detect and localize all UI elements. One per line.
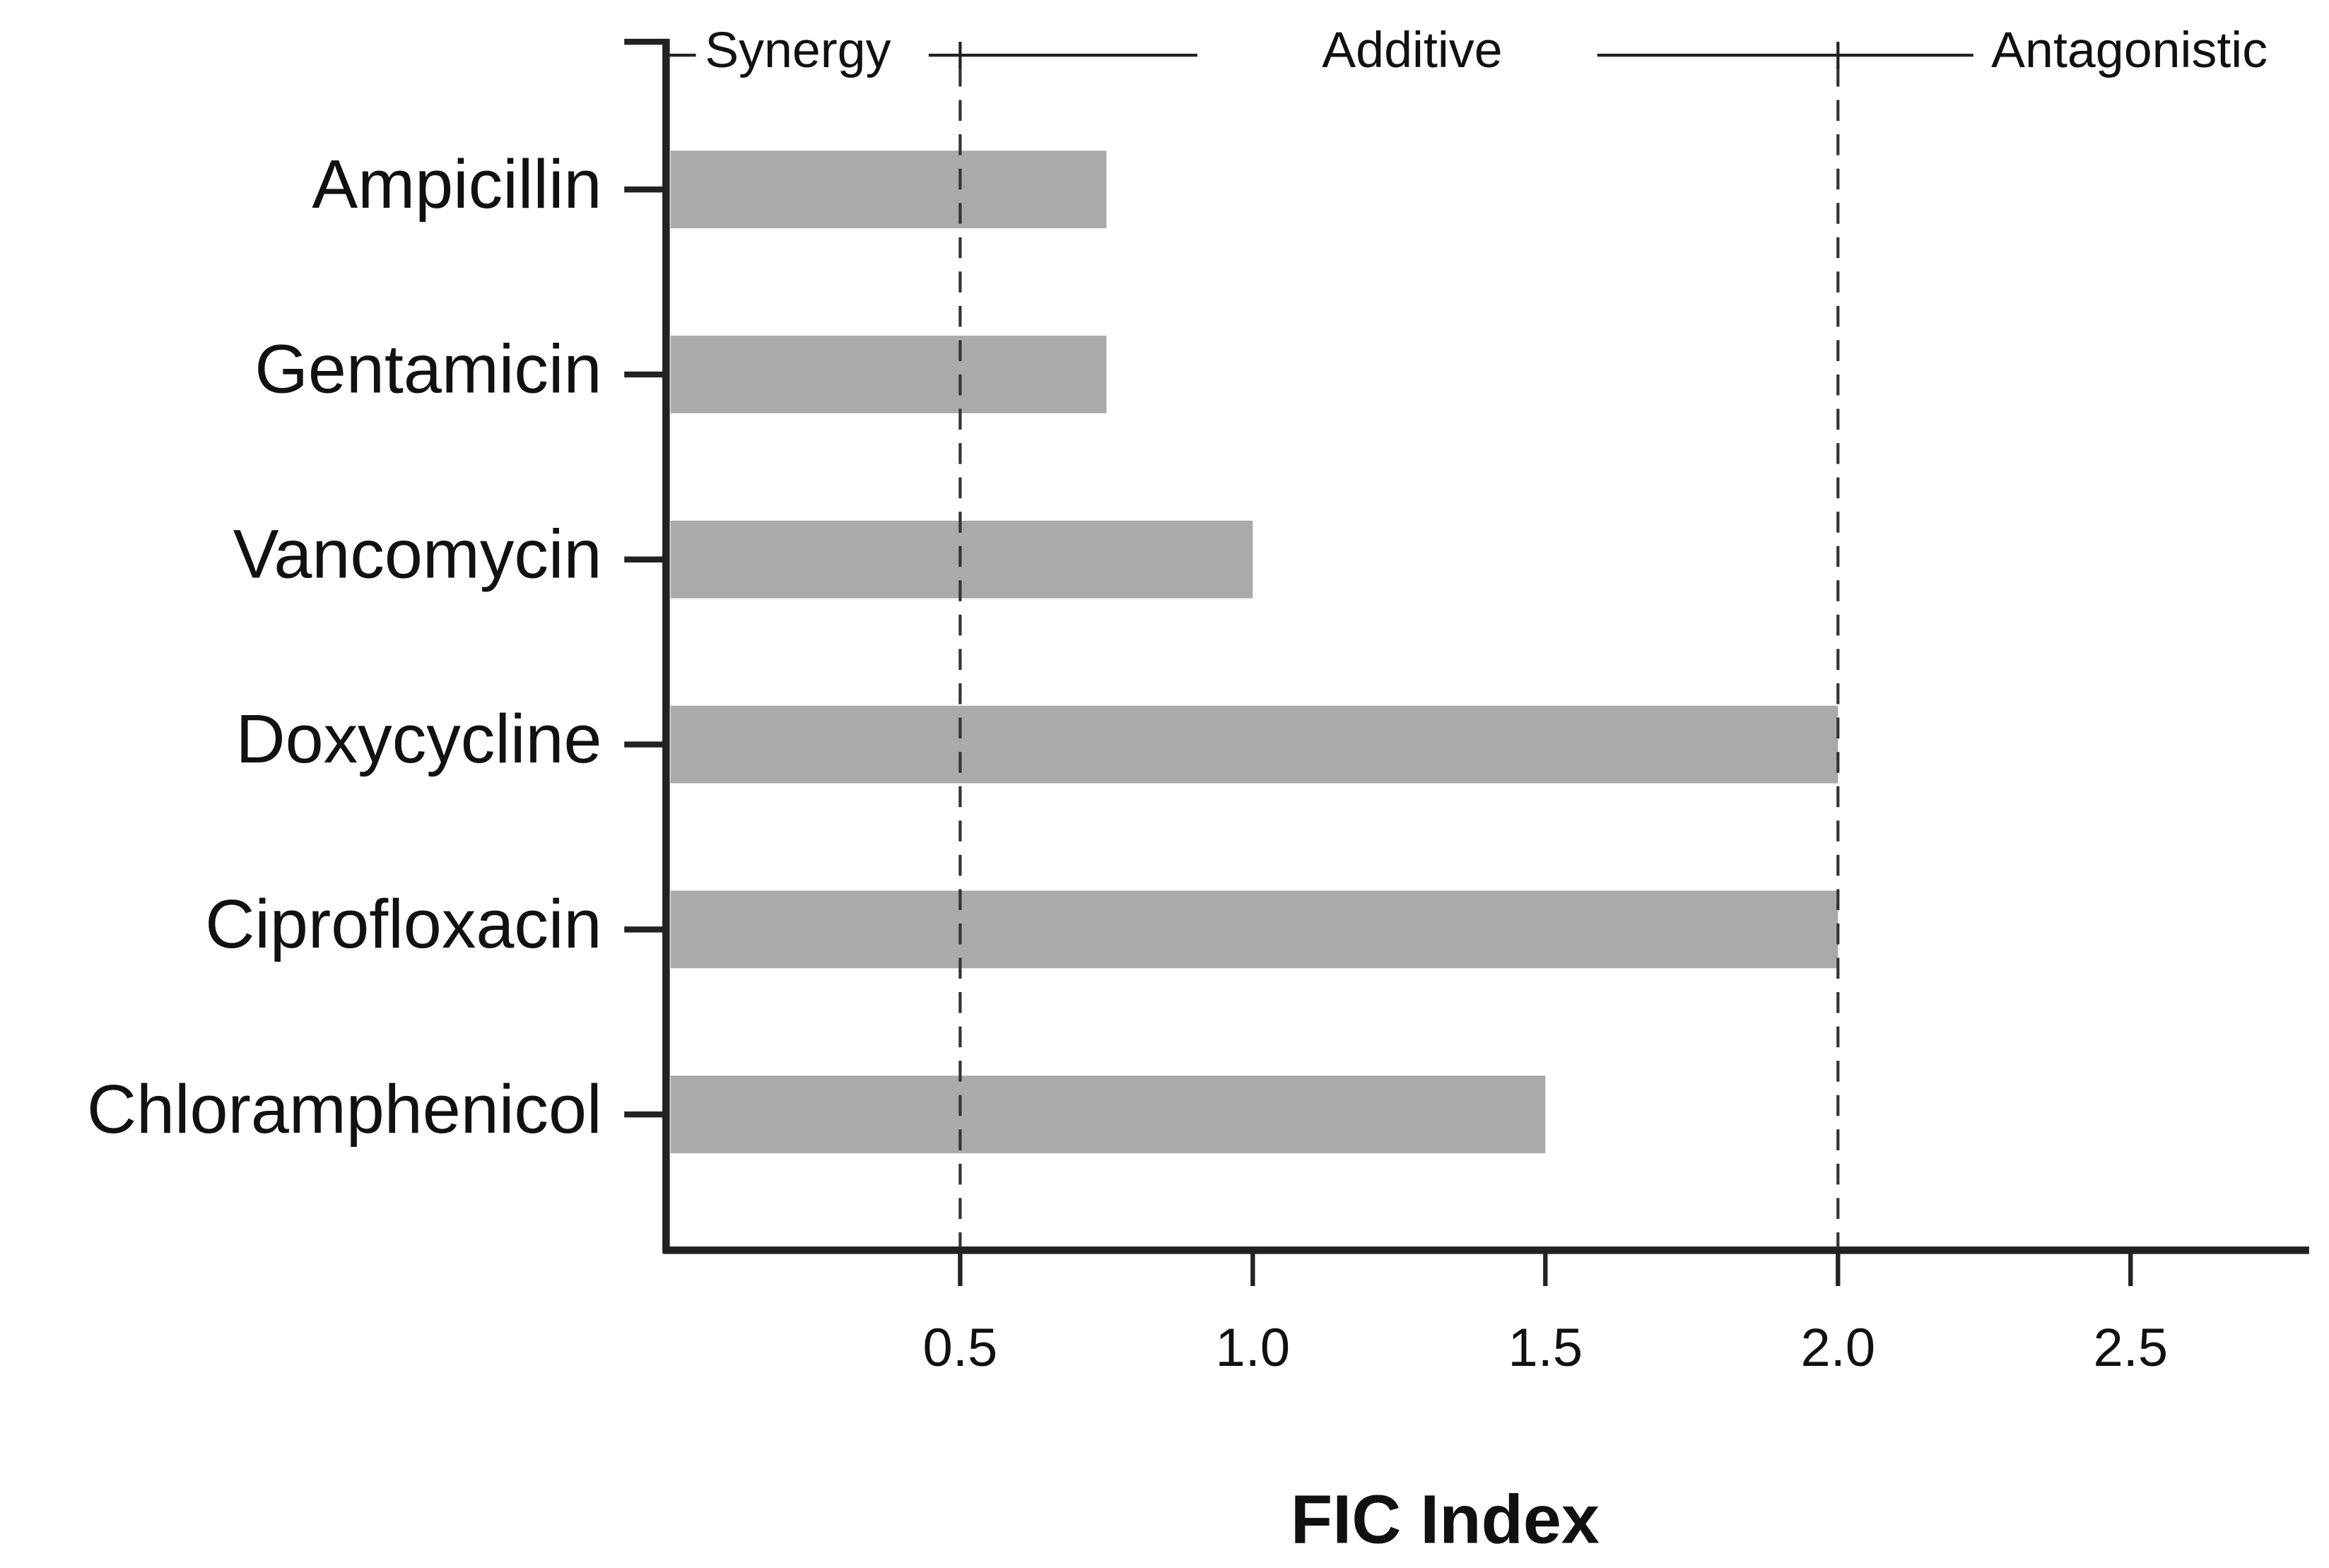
bar xyxy=(670,1075,1546,1154)
bar xyxy=(670,151,1107,229)
y-tick-label: Gentamicin xyxy=(254,331,602,408)
region-label: Additive xyxy=(1322,22,1502,78)
region-label: Synergy xyxy=(705,22,891,78)
x-tick-label: 2.0 xyxy=(1800,1318,1875,1378)
x-tick-label: 0.5 xyxy=(923,1318,998,1378)
y-tick-label: Chloramphenicol xyxy=(87,1071,602,1148)
y-tick-label: Doxycycline xyxy=(235,700,602,777)
y-tick-label: Vancomycin xyxy=(233,515,602,592)
region-label: Antagonistic xyxy=(1991,22,2268,78)
bar xyxy=(670,336,1107,413)
y-tick-label: Ampicillin xyxy=(312,146,602,223)
bar xyxy=(670,520,1253,599)
bar xyxy=(670,705,1838,784)
x-tick-label: 2.5 xyxy=(2093,1318,2168,1378)
x-tick-label: 1.5 xyxy=(1508,1318,1583,1378)
x-tick-label: 1.0 xyxy=(1216,1318,1291,1378)
x-axis-title: FIC Index xyxy=(1291,1480,1600,1557)
y-tick-label: Ciprofloxacin xyxy=(205,885,602,962)
bar xyxy=(670,890,1838,969)
